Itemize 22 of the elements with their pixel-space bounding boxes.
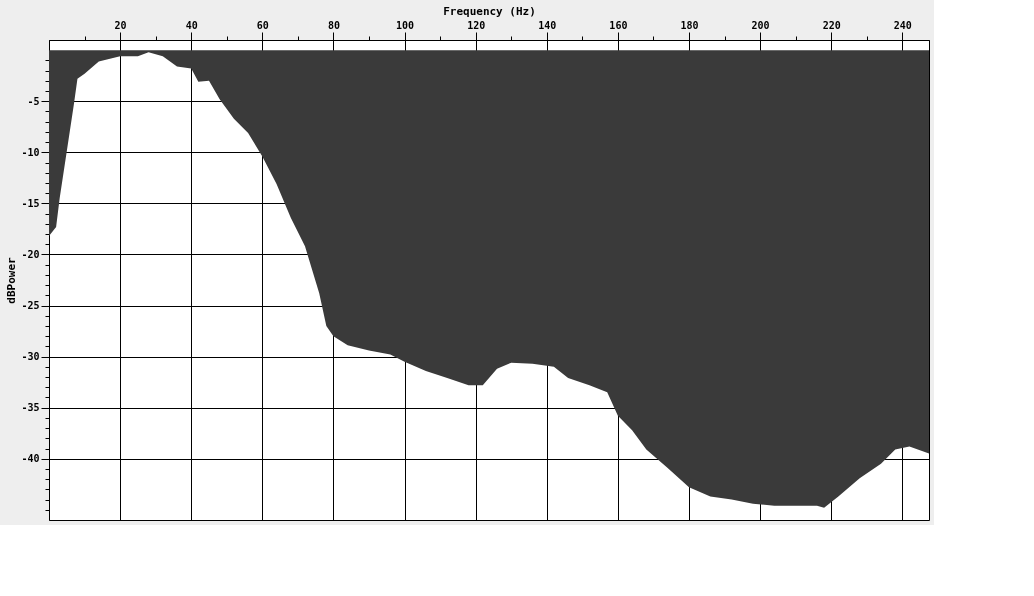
x-tick-label: 20 xyxy=(114,19,127,31)
y-tick-label: -15 xyxy=(21,197,40,209)
x-tick-label: 100 xyxy=(396,19,415,31)
x-tick-label: 220 xyxy=(822,19,841,31)
x-tick-label: 160 xyxy=(609,19,628,31)
x-tick-label: 40 xyxy=(185,19,198,31)
y-tick-label: -25 xyxy=(21,300,40,312)
y-tick-label: -40 xyxy=(21,453,40,465)
y-axis-title: dBPower xyxy=(5,256,19,304)
x-axis-title: Frequency (Hz) xyxy=(443,4,536,18)
x-tick-label: 140 xyxy=(538,19,557,31)
x-tick-label: 200 xyxy=(751,19,770,31)
y-tick-label: -10 xyxy=(21,146,40,158)
x-tick-label: 60 xyxy=(256,19,269,31)
y-tick-label: -35 xyxy=(21,402,40,414)
y-tick-label: -20 xyxy=(21,248,40,260)
x-tick-label: 80 xyxy=(327,19,340,31)
y-tick-label: -30 xyxy=(21,351,40,363)
y-tick-label: -5 xyxy=(27,95,40,107)
x-tick-label: 120 xyxy=(467,19,486,31)
x-tick-label: 240 xyxy=(893,19,912,31)
x-tick-label: 180 xyxy=(680,19,699,31)
